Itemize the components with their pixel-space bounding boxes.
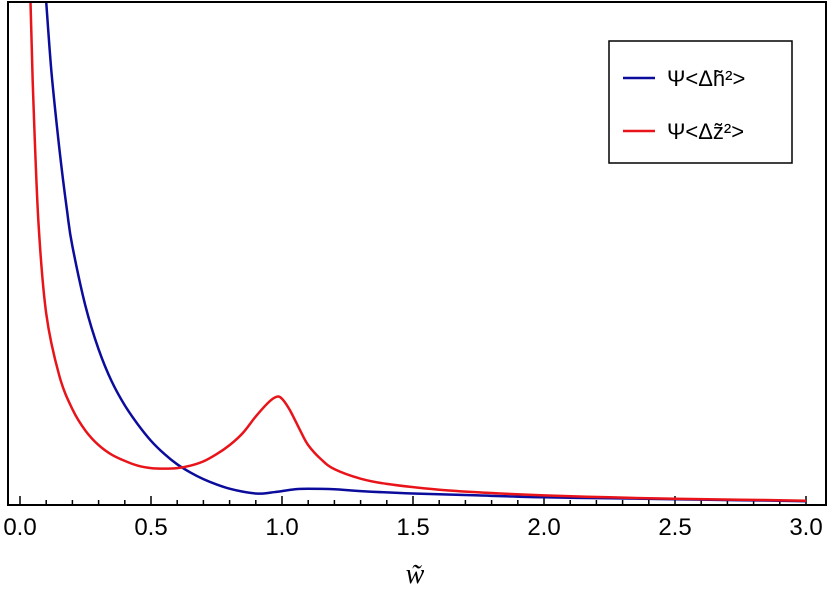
x-tick-label: 2.0 (527, 514, 560, 541)
x-ticks (19, 496, 807, 505)
plot-frame (7, 1, 827, 506)
x-tick-label: 1.0 (265, 514, 298, 541)
x-tick-label: 1.5 (396, 514, 429, 541)
x-tick-label: 3.0 (789, 514, 822, 541)
legend-box (608, 40, 793, 164)
x-tick-label: 0.0 (3, 514, 36, 541)
x-tick-label: 2.5 (658, 514, 691, 541)
series-group (29, 3, 807, 503)
x-tick-labels: 0.0 0.5 1.0 1.5 2.0 2.5 3.0 (3, 514, 822, 541)
series-line-1 (29, 3, 807, 502)
series-line-0 (45, 3, 807, 503)
legend-label-1: Ψ<Δz̃²> (667, 119, 744, 144)
x-tick-label: 0.5 (134, 514, 167, 541)
legend: Ψ<Δh̃²> Ψ<Δz̃²> (608, 40, 793, 164)
x-axis-label: w̃ (406, 559, 425, 590)
legend-label-0: Ψ<Δh̃²> (667, 66, 745, 91)
